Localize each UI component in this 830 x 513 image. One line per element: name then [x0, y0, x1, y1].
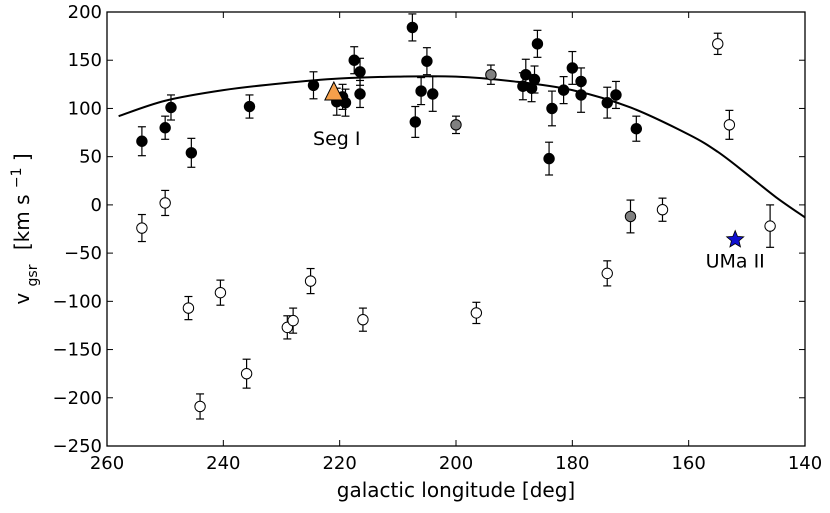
- model-curve-layer: [118, 75, 806, 219]
- annotation-uma-ii: UMa II: [706, 251, 765, 273]
- open-data-point: [136, 222, 148, 234]
- open-data-point: [723, 119, 736, 131]
- seg-i-triangle-marker: [324, 80, 344, 101]
- filled-data-point: [543, 152, 555, 165]
- y-tick-label: 200: [68, 2, 102, 23]
- filled-data-point: [528, 73, 541, 86]
- filled-data-point: [354, 66, 366, 78]
- y-tick-label: 0: [91, 195, 102, 216]
- x-tick-label: 140: [788, 453, 822, 474]
- filled-data-point: [566, 62, 579, 74]
- open-data-point: [357, 313, 369, 326]
- y-tick-label: 100: [68, 98, 102, 119]
- y-tick-label: −200: [53, 388, 102, 409]
- y-tick-label: −50: [64, 243, 102, 264]
- y-tick-label: −150: [53, 340, 102, 361]
- open-data-point: [159, 197, 171, 209]
- axis-ticks-layer: 260 240 220 200 180 160 140 200 150 100 50 0 −50 −100…: [53, 2, 823, 474]
- y-tick-label: −250: [53, 436, 102, 457]
- filled-data-point: [546, 102, 558, 115]
- uma-ii-star-marker: [725, 229, 745, 248]
- x-axis-label: galactic longitude [deg]: [337, 478, 575, 502]
- x-tick-label: 160: [671, 453, 705, 474]
- x-tick-label: 200: [439, 453, 473, 474]
- open-data-point: [470, 307, 483, 319]
- model-curve-line: [118, 75, 806, 219]
- open-data-point: [194, 400, 206, 413]
- filled-data-point: [610, 89, 622, 101]
- filled-data-point: [427, 88, 439, 100]
- open-data-point: [601, 267, 613, 280]
- special-markers-layer: [324, 80, 745, 248]
- open-data-point: [764, 220, 776, 232]
- filled-data-point: [421, 55, 433, 67]
- filled-data-point: [307, 79, 320, 91]
- open-data-point: [287, 314, 299, 327]
- y-axis-label: v gsr [km s −1 ]: [9, 153, 41, 304]
- grey-data-point: [485, 68, 497, 81]
- grey-data-point: [624, 210, 637, 223]
- x-tick-label: 180: [555, 453, 589, 474]
- open-data-point: [712, 38, 724, 50]
- filled-data-point: [406, 21, 419, 34]
- filled-data-point: [243, 100, 256, 113]
- x-tick-label: 220: [322, 453, 356, 474]
- open-data-point: [214, 286, 227, 299]
- open-data-point: [304, 275, 317, 287]
- y-axis-label-close: ]: [10, 153, 34, 161]
- y-axis-label-main: v: [10, 293, 34, 305]
- filled-data-point: [601, 96, 613, 109]
- filled-data-point: [415, 85, 427, 97]
- y-axis-label-sub: gsr: [25, 264, 41, 286]
- filled-data-point: [354, 88, 366, 100]
- open-data-point: [240, 367, 253, 380]
- filled-data-point: [531, 38, 544, 50]
- filled-data-point: [185, 147, 198, 159]
- filled-data-point: [136, 135, 148, 147]
- filled-data-point: [557, 84, 570, 96]
- grey-data-point: [450, 119, 462, 131]
- open-data-point: [182, 302, 195, 314]
- y-tick-label: 150: [68, 50, 102, 71]
- y-axis-label-units: [km s: [10, 195, 34, 251]
- filled-data-point: [630, 122, 643, 135]
- annotation-seg-i: Seg I: [313, 128, 360, 150]
- y-axis-label-exponent: −1: [9, 168, 25, 189]
- y-tick-label: −100: [53, 291, 102, 312]
- filled-data-point: [348, 54, 360, 66]
- x-tick-label: 260: [90, 453, 124, 474]
- y-tick-label: 50: [79, 147, 102, 168]
- x-tick-label: 240: [206, 453, 240, 474]
- open-data-point: [656, 204, 669, 216]
- data-points-layer: [136, 13, 776, 420]
- filled-data-point: [165, 101, 177, 114]
- filled-data-point: [409, 116, 421, 128]
- filled-data-point: [159, 122, 171, 134]
- filled-data-point: [575, 89, 587, 101]
